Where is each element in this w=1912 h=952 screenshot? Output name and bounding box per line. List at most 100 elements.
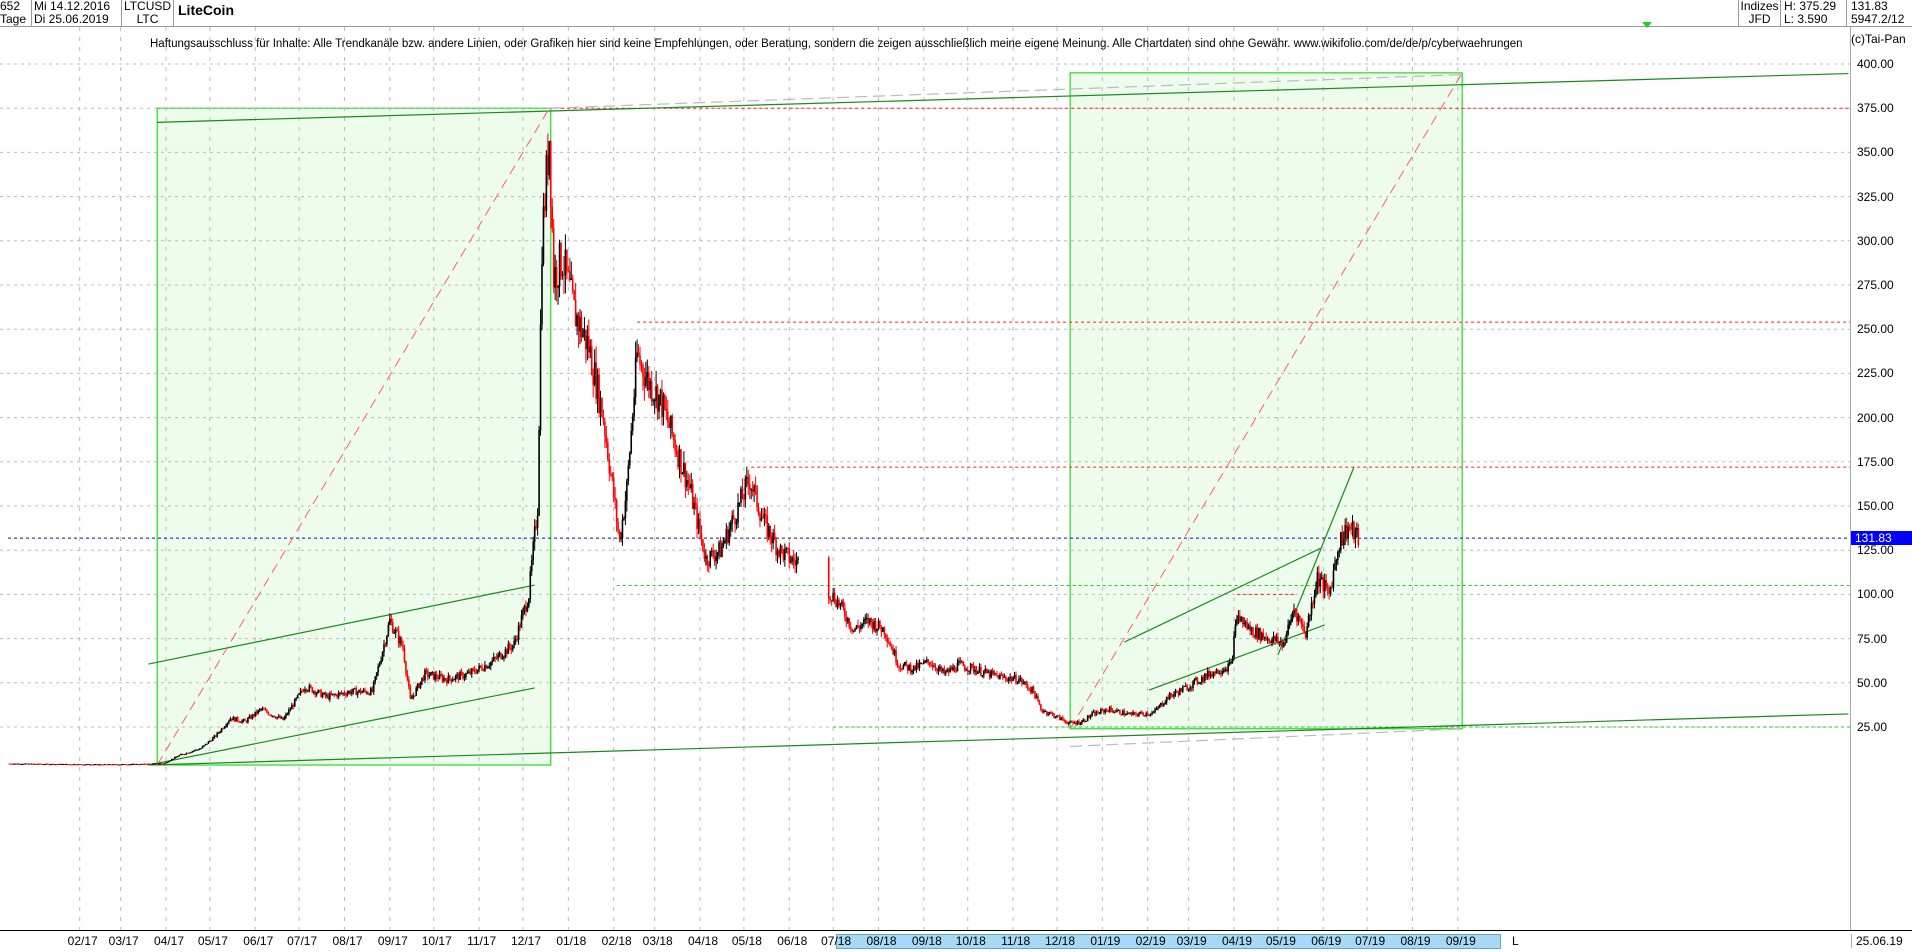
candle-body [232,717,235,721]
candle-body [1239,615,1241,622]
candle-body [1130,713,1133,715]
candle-body [541,263,543,325]
candle-body [738,502,741,504]
candle-body [178,755,180,757]
candle-body [1028,688,1030,690]
x-tick-label: 08/18 [866,934,897,948]
x-tick-label: 03/18 [642,934,673,948]
candle-body [20,764,22,766]
candle-body [153,763,156,765]
candle-body [428,675,431,677]
candle-body [1021,678,1023,684]
y-tick-label: 200.00 [1857,410,1894,425]
trendline [148,584,535,665]
candle-body [435,674,438,679]
candle-body [383,644,385,653]
candle-body [1054,717,1057,719]
candle-body [1041,709,1044,712]
candle-body [416,683,419,688]
candle-body [522,609,524,616]
candle-body [845,616,848,623]
candle-body [734,518,736,525]
count-selector[interactable]: 652 Tage [0,0,32,27]
candle-body [291,705,293,710]
candle-body [991,670,994,674]
candle-body [304,689,306,692]
candle-body [34,763,37,765]
candle-body [652,400,654,402]
candle-body [1117,709,1120,711]
candle-body [1171,695,1174,697]
date-from[interactable]: Mi 14.12.2016 [34,0,111,13]
candle-body [1111,710,1114,713]
price-chart[interactable] [0,0,1850,930]
candle-body [460,671,463,673]
candle-body [564,249,567,276]
candle-body [719,542,722,557]
candle-body [612,477,615,498]
candle-body [1073,722,1076,724]
candle-body [779,545,782,557]
candle-body [555,267,558,288]
candle-body [1277,637,1279,643]
candle-body [667,411,669,423]
candle-body [102,764,104,766]
candle-body [997,675,1000,680]
candle-body [216,732,219,737]
candle-body [225,725,227,727]
candle-body [285,714,287,718]
candle-body [135,764,138,766]
candle-body [364,689,366,692]
candle-body [699,518,701,533]
candle-body [747,477,750,485]
candle-body [1160,703,1162,706]
candle-body [528,598,530,607]
high-value: H: 375.29 [1784,0,1837,13]
candle-body [1310,602,1313,615]
candle-body [835,602,837,607]
candle-body [776,550,779,556]
candle-body [1222,670,1225,672]
candle-body [27,763,30,765]
low-value: L: 3.590 [1784,12,1828,26]
candle-body [494,657,496,659]
candle-body [1337,551,1339,561]
candle-body [865,617,868,620]
candle-body [611,473,614,478]
date-range[interactable]: Mi 14.12.2016 Di 25.06.2019 [32,0,122,27]
candle-body [1274,636,1276,641]
date-to[interactable]: Di 25.06.2019 [34,12,109,26]
y-tick-label: 125.00 [1857,543,1894,558]
y-tick-label: 25.00 [1857,720,1888,734]
candle-body [121,764,123,766]
period-selector[interactable]: Tage [0,12,27,26]
marker-triangle-icon[interactable] [1642,22,1652,28]
candle-body [1236,618,1238,624]
x-tick-label: 09/18 [911,934,942,948]
candle-body [201,746,204,749]
candle-body [54,764,56,766]
candle-body [1063,719,1066,721]
candle-body [1271,639,1273,644]
l-marker[interactable]: L [1512,934,1519,948]
candle-body [650,380,653,401]
candle-body [1091,712,1093,716]
candle-body [349,691,352,694]
candle-body [222,728,224,730]
candle-body [1062,717,1064,720]
time-scrollbar[interactable] [836,934,1501,949]
candle-body [726,529,729,543]
candle-body [1203,674,1206,682]
candle-body [885,634,887,638]
candle-body [497,654,499,659]
candle-body [1127,713,1130,715]
candle-body [138,764,141,766]
candle-body [485,665,488,669]
candle-body [722,543,725,546]
x-tick-label: 08/19 [1400,934,1431,948]
candle-body [674,440,676,451]
y-tick-label: 300.00 [1857,233,1894,248]
candle-body [340,692,343,694]
candle-body [1092,711,1095,713]
candle-body [187,752,189,754]
